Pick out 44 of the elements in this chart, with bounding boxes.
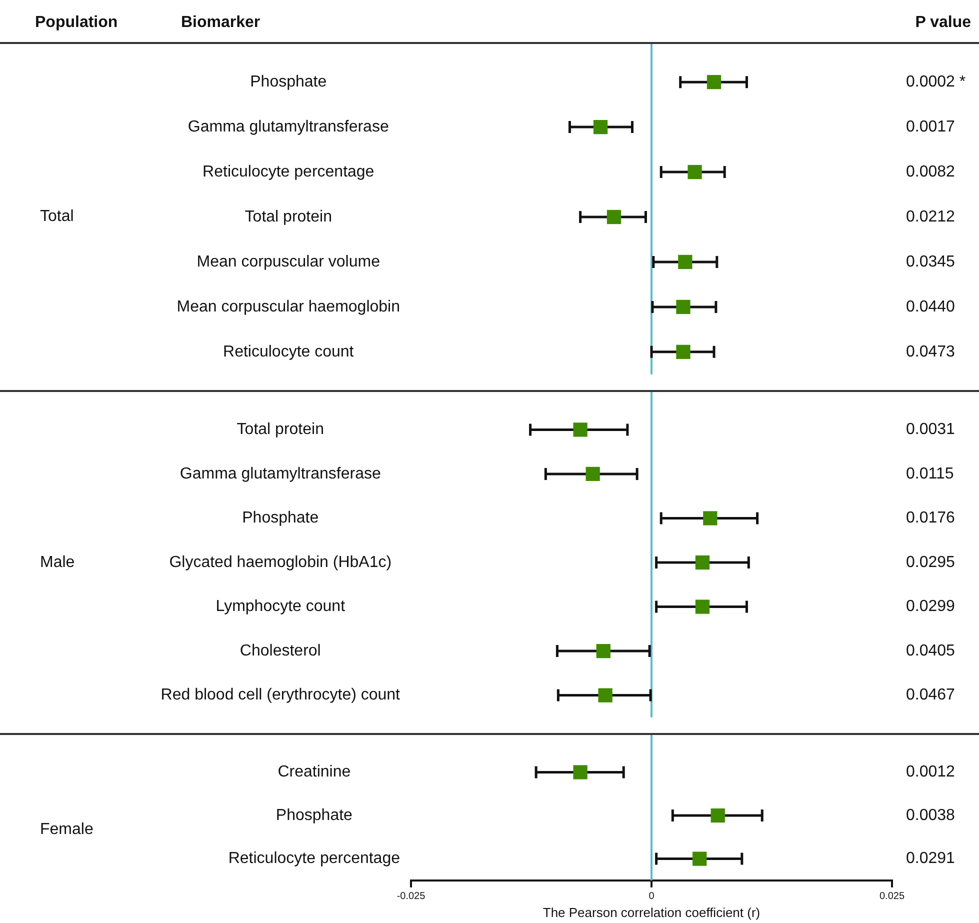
y2-tick-label: 0.0012 [906,764,956,781]
y-axis-title: Female [39,820,94,840]
y2-tick-label: 0.0440 [906,298,956,316]
y-tick-label: Red blood cell (erythrocyte) count [160,686,401,704]
y2-tick-label: 0.0291 [906,850,956,868]
y2-tick-label: 0.0405 [906,642,956,660]
y-tick-label: Gamma glutamyltransferase [188,118,389,136]
x-tick-label: 0 [648,891,655,902]
y-tick-label: Gamma glutamyltransferase [180,465,381,482]
y2-tick-label: 0.0299 [906,598,956,616]
y2-tick-label: 0.0115 [906,465,954,482]
y-axis-title: Male [39,552,76,572]
y-tick-label: Creatinine [278,764,351,781]
y2-tick-label: 0.0295 [906,554,956,571]
y2-tick-label: 0.0345 [906,253,956,270]
y-tick-label: Phosphate [242,510,319,527]
text: P value [915,14,971,32]
y-tick-label: Total protein [244,208,332,226]
y2-tick-label: 0.0082 [906,163,956,180]
y-tick-label: Reticulocyte percentage [202,163,374,180]
x-tick-label: -0.025 [396,891,426,902]
y-tick-label: Phosphate [250,73,327,90]
y-tick-label: Reticulocyte count [223,343,354,360]
y-tick-label: Mean corpuscular volume [196,253,380,270]
y-tick-label: Reticulocyte percentage [228,850,400,868]
y-tick-label: Lymphocyte count [216,598,346,616]
y2-tick-label: 0.0212 [906,208,956,226]
x-axis-title: The Pearson correlation coefficient (r) [542,904,760,920]
y2-tick-label: 0.0467 [906,686,956,704]
y-tick-label: Total protein [236,421,324,438]
y-tick-label: Phosphate [276,806,353,824]
y-axis-title: Total [39,207,75,227]
y-tick-label: Cholesterol [240,642,321,660]
y-tick-label: Glycated haemoglobin (HbA1c) [169,554,392,571]
y2-tick-label: 0.0473 [906,343,956,360]
y2-tick-label: 0.0002 * [906,73,966,90]
y2-tick-label: 0.0176 [906,510,956,527]
y2-tick-label: 0.0031 [906,421,956,438]
text: Biomarker [181,14,260,32]
x-tick-label: 0.025 [879,891,905,902]
y2-tick-label: 0.0017 [906,118,956,136]
y2-tick-label: 0.0038 [906,806,956,824]
y-tick-label: Mean corpuscular haemoglobin [176,298,400,316]
text: Population [35,14,118,32]
